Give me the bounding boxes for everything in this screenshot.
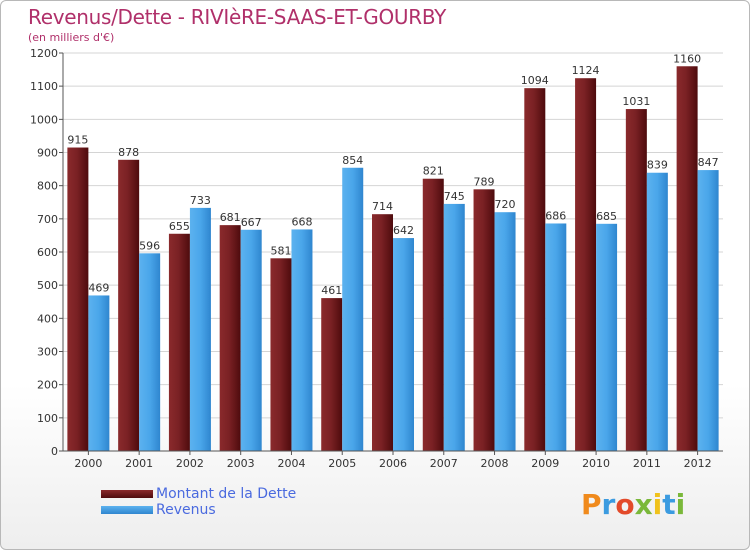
value-label-dette: 1031 [622, 95, 650, 108]
value-label-revenus: 839 [647, 159, 668, 172]
bar-dette [575, 78, 597, 451]
value-label-revenus: 469 [88, 281, 109, 294]
x-tick-label: 2012 [684, 457, 712, 470]
value-label-dette: 461 [321, 284, 342, 297]
value-label-dette: 655 [169, 220, 190, 233]
legend-swatch-dette [101, 490, 153, 498]
x-tick-label: 2006 [379, 457, 407, 470]
bar-dette [422, 178, 444, 451]
bar-revenus [88, 295, 110, 451]
x-tick-label: 2010 [582, 457, 610, 470]
value-label-revenus: 854 [342, 154, 363, 167]
bar-revenus [189, 207, 211, 451]
y-tick-label: 300 [37, 346, 58, 359]
y-tick-label: 700 [37, 213, 58, 226]
value-label-dette: 915 [67, 134, 88, 147]
y-tick-label: 100 [37, 412, 58, 425]
y-tick-label: 1000 [30, 113, 58, 126]
bar-revenus [291, 229, 313, 451]
logo-letter: i [652, 488, 663, 521]
x-tick-label: 2002 [176, 457, 204, 470]
value-label-revenus: 596 [139, 239, 160, 252]
bar-revenus [697, 170, 719, 451]
logo-letter: x [634, 488, 653, 521]
bars [67, 66, 719, 452]
bar-revenus [342, 167, 364, 452]
logo-letter: P [581, 488, 602, 521]
value-label-revenus: 733 [190, 194, 211, 207]
bar-dette [321, 298, 343, 451]
y-tick-label: 1200 [30, 47, 58, 60]
bar-revenus [596, 223, 618, 451]
value-label-dette: 1094 [521, 74, 549, 87]
logo-letter: i [675, 488, 686, 521]
value-label-revenus: 642 [393, 224, 414, 237]
bar-revenus [393, 238, 414, 451]
legend-swatch-revenus [101, 506, 153, 514]
value-label-revenus: 685 [596, 210, 617, 223]
chart-subtitle: (en milliers d'€) [28, 31, 115, 44]
bar-dette [524, 88, 546, 451]
y-tick-label: 400 [37, 312, 58, 325]
bar-dette [625, 109, 647, 451]
logo-letter: o [615, 488, 635, 521]
proxiti-logo: Proxiti [581, 488, 685, 521]
bar-revenus [240, 229, 262, 451]
legend-label-revenus: Revenus [156, 502, 216, 518]
x-tick-label: 2004 [277, 457, 305, 470]
bar-dette [67, 147, 89, 451]
x-tick-label: 2003 [227, 457, 255, 470]
x-tick-label: 2011 [633, 457, 661, 470]
bar-dette [168, 233, 190, 451]
x-tick-label: 2009 [531, 457, 559, 470]
value-label-revenus: 667 [241, 216, 262, 229]
value-label-dette: 714 [372, 200, 393, 213]
x-tick-label: 2000 [74, 457, 102, 470]
x-tick-label: 2005 [328, 457, 356, 470]
bar-revenus [545, 223, 567, 451]
y-tick-label: 0 [51, 445, 58, 458]
bar-dette [219, 225, 241, 451]
logo-letter: r [601, 488, 616, 521]
value-label-dette: 581 [270, 244, 291, 257]
axes: 0 100 200 300 400 500 600 700 800 900 1000 1100 1200… [30, 47, 723, 470]
chart-title: Revenus/Dette - RIVIèRE-SAAS-ET-GOURBY [28, 5, 447, 29]
value-label-revenus: 720 [495, 198, 516, 211]
value-label-dette: 821 [423, 165, 444, 178]
bar-revenus [443, 203, 465, 451]
value-label-dette: 878 [118, 146, 139, 159]
value-label-revenus: 686 [545, 209, 566, 222]
bar-dette [270, 258, 292, 451]
value-label-revenus: 847 [698, 156, 719, 169]
value-label-dette: 1160 [673, 52, 701, 65]
bar-dette [473, 189, 495, 451]
x-tick-label: 2007 [430, 457, 458, 470]
y-tick-label: 900 [37, 147, 58, 160]
legend-label-dette: Montant de la Dette [156, 486, 297, 502]
value-label-revenus: 745 [444, 190, 465, 203]
y-tick-label: 500 [37, 279, 58, 292]
bar-dette [676, 66, 698, 452]
y-tick-label: 200 [37, 379, 58, 392]
x-tick-label: 2008 [481, 457, 509, 470]
bar-dette [118, 159, 140, 451]
value-label-revenus: 668 [291, 215, 312, 228]
value-label-dette: 681 [220, 211, 241, 224]
x-tick-label: 2001 [125, 457, 153, 470]
y-tick-label: 600 [37, 246, 58, 259]
logo-letter: t [662, 488, 676, 521]
bar-revenus [139, 253, 161, 451]
y-tick-label: 800 [37, 180, 58, 193]
value-label-dette: 1124 [572, 64, 600, 77]
bar-dette [372, 214, 393, 451]
bar-revenus [494, 212, 516, 451]
y-tick-label: 1100 [30, 80, 58, 93]
bar-revenus [646, 172, 668, 451]
value-label-dette: 789 [474, 175, 495, 188]
